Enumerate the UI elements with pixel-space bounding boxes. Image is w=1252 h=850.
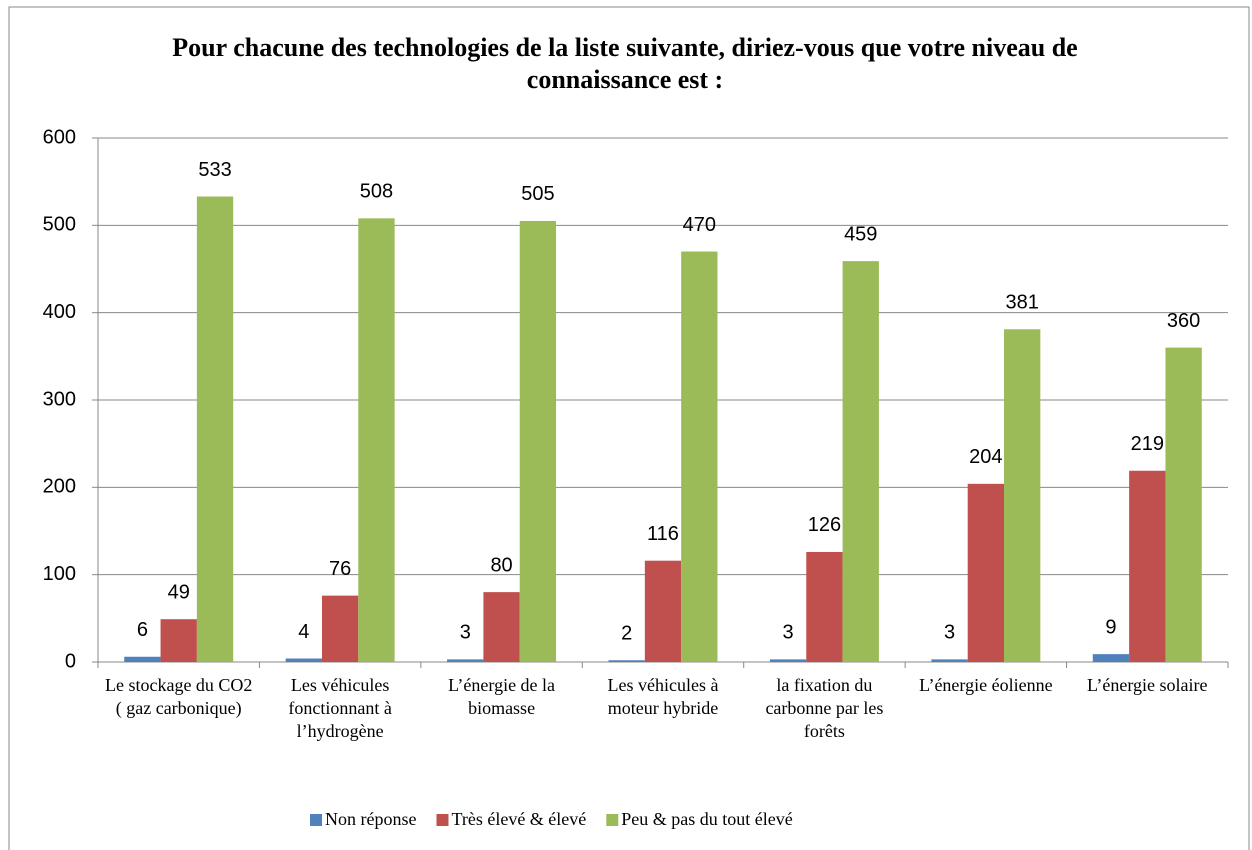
data-label: 116: [647, 523, 679, 545]
bar: [124, 656, 161, 662]
data-label: 381: [1005, 292, 1038, 314]
legend-label: Peu & pas du tout élevé: [621, 809, 793, 829]
bar: [1165, 347, 1202, 662]
legend-label: Non réponse: [325, 809, 417, 829]
bar: [1004, 329, 1041, 662]
x-tick-label: L’énergie de la biomasse: [448, 675, 556, 718]
legend-swatch: [436, 814, 449, 826]
y-tick-label: 500: [43, 214, 76, 236]
y-tick-label: 600: [43, 126, 76, 148]
x-tick-label: Les véhicules fonctionnant à l’hydrogène: [288, 675, 392, 741]
data-label: 459: [844, 223, 877, 245]
data-label: 49: [168, 581, 190, 603]
data-label: 219: [1131, 433, 1164, 455]
x-tick-label: Les véhicules à moteur hybride: [607, 675, 719, 718]
y-tick-label: 100: [43, 563, 76, 585]
bar: [644, 560, 682, 662]
data-label: 3: [460, 622, 471, 644]
bar: [196, 196, 234, 662]
x-tick-label: la fixation du carbonne par les forêts: [765, 675, 884, 741]
chart-border: [8, 6, 1250, 850]
bar: [842, 261, 879, 662]
y-tick-label: 0: [65, 650, 76, 672]
legend-label: Très élevé & élevé: [451, 809, 587, 829]
data-label: 9: [1105, 616, 1116, 638]
bar: [358, 218, 395, 662]
bar: [483, 592, 520, 662]
bar: [931, 659, 968, 662]
data-label: 470: [683, 214, 716, 236]
bar: [806, 551, 843, 662]
x-tick-label: L’énergie éolienne: [919, 675, 1053, 695]
y-tick-label: 400: [43, 301, 76, 323]
legend-swatch: [310, 814, 322, 826]
data-label: 2: [621, 623, 632, 645]
x-tick-label: L’énergie solaire: [1087, 675, 1208, 695]
data-label: 4: [298, 621, 309, 643]
y-tick-label: 200: [43, 476, 76, 498]
bar: [447, 659, 484, 662]
bar: [681, 251, 718, 663]
data-label: 505: [521, 183, 554, 205]
bar: [1092, 654, 1130, 662]
chart-title: Pour chacune des technologies de la list…: [172, 33, 1078, 94]
y-tick-label: 300: [43, 388, 76, 410]
bar: [285, 658, 322, 662]
data-label: 3: [783, 622, 794, 644]
data-label: 533: [198, 159, 231, 181]
data-label: 3: [944, 622, 955, 644]
bar: [967, 483, 1005, 662]
data-label: 204: [969, 446, 1002, 468]
data-label: 6: [137, 619, 148, 641]
bar: [769, 659, 807, 662]
data-label: 360: [1167, 310, 1200, 332]
legend-swatch: [606, 814, 619, 826]
data-label: 80: [490, 554, 512, 576]
data-label: 76: [329, 558, 351, 580]
bar: [519, 220, 557, 662]
data-label: 126: [808, 514, 841, 536]
bar: [160, 619, 197, 662]
bar: [608, 660, 645, 662]
x-tick-label: Le stockage du CO2 ( gaz carbonique): [104, 675, 253, 718]
bar: [321, 595, 359, 662]
data-label: 508: [360, 181, 393, 203]
bar: [1129, 470, 1166, 662]
